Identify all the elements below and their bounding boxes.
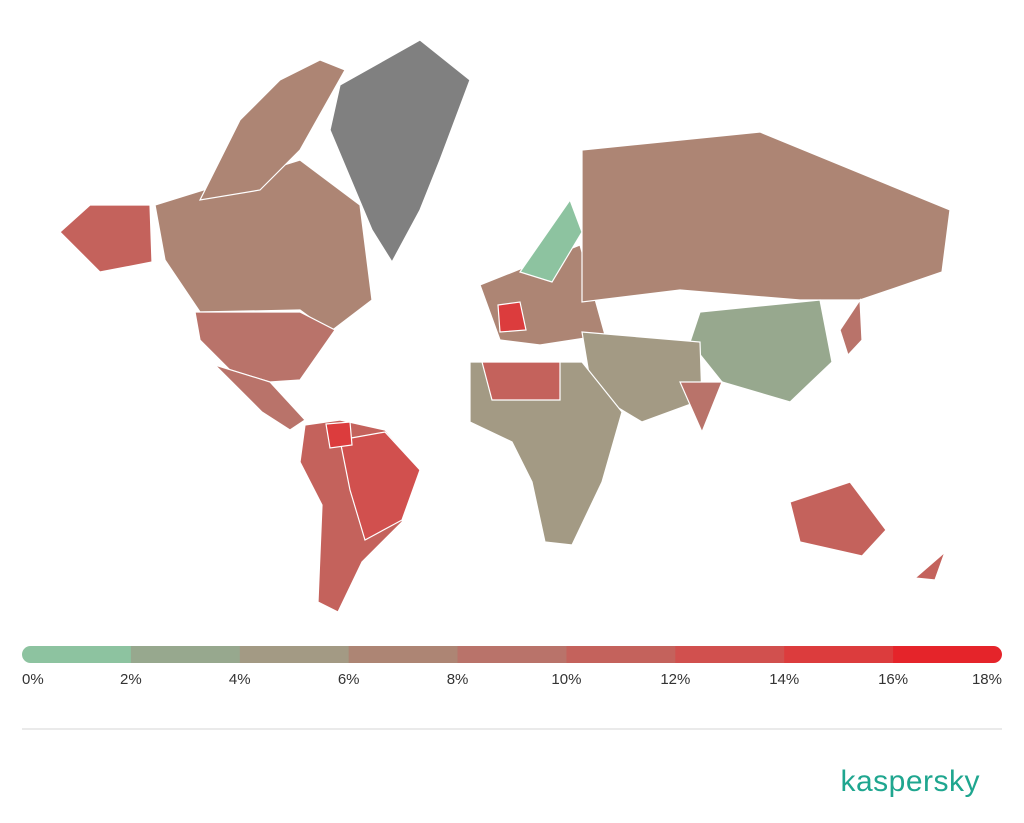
region	[789, 481, 887, 557]
legend-bin	[675, 646, 785, 663]
region	[913, 550, 947, 581]
region	[329, 39, 471, 264]
region	[214, 364, 306, 431]
legend-label: 16%	[878, 671, 908, 688]
legend-label: 14%	[769, 671, 799, 688]
legend-bin	[130, 646, 241, 663]
region	[339, 431, 421, 541]
legend-label: 2%	[120, 671, 142, 688]
legend-bin	[893, 646, 1002, 663]
region	[679, 381, 723, 434]
legend-bin	[239, 646, 350, 663]
legend-bin	[348, 646, 459, 663]
region	[198, 59, 346, 201]
legend-label: 18%	[972, 671, 1002, 688]
legend-label: 6%	[338, 671, 360, 688]
region	[581, 131, 951, 303]
legend-bin	[566, 646, 676, 663]
region	[469, 361, 623, 546]
legend: 0% 2% 4% 6% 8% 10% 12% 14% 16% 18%	[22, 646, 1002, 688]
legend-bin	[784, 646, 894, 663]
legend-label: 12%	[660, 671, 690, 688]
region	[194, 311, 336, 383]
legend-label: 8%	[447, 671, 469, 688]
legend-bin	[22, 646, 132, 663]
legend-label: 10%	[551, 671, 581, 688]
legend-label: 0%	[22, 671, 44, 688]
legend-bin	[457, 646, 567, 663]
region	[481, 361, 561, 401]
logo: kaspersky	[840, 765, 980, 798]
region	[325, 421, 353, 449]
region	[839, 298, 863, 357]
region	[497, 301, 527, 333]
legend-label: 4%	[229, 671, 251, 688]
region	[59, 204, 153, 273]
world-map	[59, 39, 951, 613]
